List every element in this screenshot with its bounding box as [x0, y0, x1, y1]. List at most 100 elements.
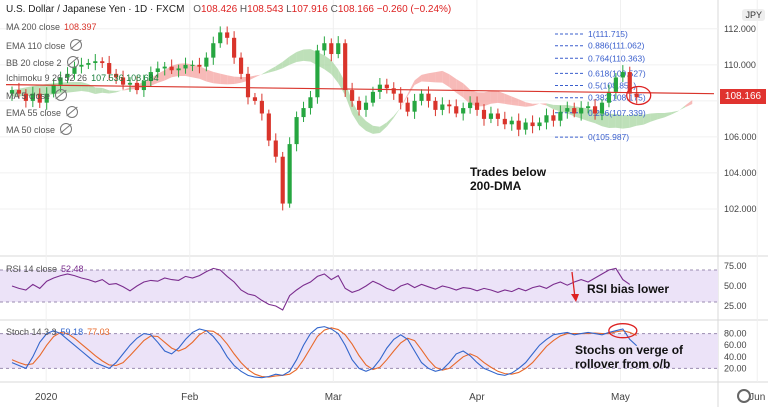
candle-body	[537, 122, 542, 127]
rsi-line	[11, 267, 631, 311]
candle-body	[232, 37, 237, 58]
eye-hidden-icon[interactable]	[66, 106, 79, 118]
currency-tag[interactable]: JPY	[742, 9, 765, 21]
stoch-tick-label: 20.00	[724, 363, 747, 373]
cloud-bull-segment	[81, 81, 89, 92]
candle-body	[551, 115, 556, 121]
ohlc-readout: O108.426 H108.543 L107.916 C108.166 −0.2…	[193, 4, 452, 15]
legend-ma200[interactable]: MA 200 close 108.397	[6, 22, 97, 32]
cloud-bull-segment	[67, 81, 75, 93]
cloud-bear-segment	[254, 74, 262, 78]
fib-label: 0.886(111.062)	[588, 41, 645, 51]
cloud-bear-segment	[192, 64, 200, 79]
candle-body	[488, 113, 494, 119]
cloud-bull-segment	[386, 115, 394, 127]
candle-body	[634, 93, 639, 98]
rsi-tick-label: 50.00	[724, 281, 747, 291]
fib-label: 0.236(107.339)	[588, 108, 646, 118]
candle-body	[252, 97, 258, 101]
cloud-bull-segment	[352, 101, 360, 126]
legend-ema110[interactable]: EMA 110 close	[6, 39, 83, 51]
legend-bb20[interactable]: BB 20 close 2	[6, 56, 79, 68]
chart-title: U.S. Dollar / Japanese Yen · 1D · FXCM O…	[6, 4, 451, 15]
candle-body	[225, 32, 230, 38]
y-tick-label: 102.000	[724, 204, 757, 214]
candle-body	[23, 93, 28, 101]
candle-body	[544, 115, 549, 123]
candle-body	[523, 122, 528, 130]
candle-body	[51, 84, 56, 94]
annotation-trades-below: Trades below 200-DMA	[470, 165, 547, 193]
eye-hidden-icon[interactable]	[55, 89, 68, 101]
candle-body	[308, 97, 313, 109]
candle-body	[627, 72, 632, 94]
cloud-bear-segment	[171, 63, 179, 78]
candle-body	[211, 43, 216, 58]
cloud-bear-segment	[414, 74, 422, 85]
highlight-circle	[626, 85, 652, 106]
cloud-bear-segment	[435, 70, 443, 83]
stoch-k-line	[11, 326, 638, 379]
x-tick-label: Apr	[469, 392, 485, 403]
cloud-bull-segment	[636, 114, 644, 126]
cloud-bull-segment	[366, 121, 373, 134]
candle-body	[287, 144, 292, 204]
candle-body	[481, 109, 487, 119]
candle-body	[613, 77, 618, 92]
legend-ma5[interactable]: MA 5 close	[6, 89, 68, 101]
cloud-bear-segment	[504, 93, 512, 106]
settings-gear-icon[interactable]	[737, 389, 751, 403]
candle-body	[294, 117, 299, 145]
candle-body	[530, 122, 535, 127]
cloud-bull-segment	[88, 84, 96, 94]
candle-body	[65, 73, 70, 78]
legend-ma50[interactable]: MA 50 close	[6, 123, 73, 135]
candle-body	[315, 50, 320, 98]
candle-body	[495, 113, 500, 119]
legend-ichimoku[interactable]: Ichimoku 9 26 52 26 107.536 108.684	[6, 73, 159, 83]
cloud-bear-segment	[428, 72, 436, 83]
cloud-bull-segment	[595, 109, 602, 127]
last-price-badge: 108.166	[720, 89, 766, 104]
candle-body	[322, 43, 327, 51]
cloud-bull-segment	[95, 87, 103, 94]
fib-label: 0.618(109.527)	[588, 68, 646, 78]
candle-body	[329, 43, 334, 55]
eye-hidden-icon[interactable]	[70, 39, 83, 51]
cloud-bull-segment	[615, 113, 623, 129]
candle-body	[343, 43, 348, 91]
candle-body	[100, 61, 105, 64]
cloud-bull-segment	[275, 61, 283, 71]
candle-body	[509, 120, 514, 125]
candle-body	[363, 102, 369, 110]
eye-hidden-icon[interactable]	[66, 56, 79, 68]
rsi-arrow-head	[571, 294, 579, 302]
legend-ema55[interactable]: EMA 55 close	[6, 106, 79, 118]
candle-body	[155, 68, 160, 73]
y-tick-label: 104.000	[724, 168, 757, 178]
rsi-legend[interactable]: RSI 14 close 52.48	[6, 264, 84, 274]
candle-body	[127, 82, 133, 85]
cloud-bear-segment	[532, 103, 540, 107]
cloud-bear-segment	[213, 71, 221, 85]
fib-label: 1(111.715)	[588, 29, 628, 39]
cloud-bear-segment	[227, 75, 235, 85]
stoch-legend[interactable]: Stoch 14 3 3 59.18 77.03	[6, 327, 110, 337]
cloud-bear-segment	[421, 73, 429, 82]
candle-body	[565, 108, 570, 112]
cloud-bear-segment	[456, 79, 464, 98]
cloud-bull-segment	[546, 103, 554, 110]
cloud-bull-segment	[289, 51, 297, 65]
cloud-bull-segment	[678, 105, 686, 112]
cloud-bull-segment	[324, 55, 332, 75]
candle-body	[502, 118, 507, 125]
candle-body	[162, 66, 167, 69]
cloud-bull-segment	[657, 112, 665, 120]
candle-body	[44, 93, 49, 103]
eye-hidden-icon[interactable]	[60, 123, 73, 135]
x-tick-label: Jun	[749, 392, 765, 403]
y-tick-label: 106.000	[724, 132, 757, 142]
candle-body	[183, 64, 188, 69]
candle-body	[454, 106, 459, 114]
